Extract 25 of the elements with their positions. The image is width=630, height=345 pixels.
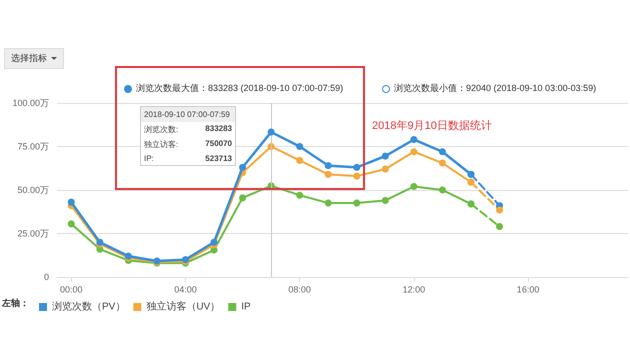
text: 浏览次数最大值：833283 (2018-09-10 07:00-07:59) — [136, 83, 344, 93]
legend-label: 独立访客（UV） — [146, 300, 220, 312]
annotation: 750070 — [205, 139, 232, 150]
annotation: 独立访客: — [144, 139, 178, 150]
annotation: IP: — [144, 154, 154, 163]
annotation: 523713 — [205, 154, 232, 163]
x-tick-label: 04:00 — [174, 284, 197, 294]
annotation: 浏览次数: — [144, 124, 178, 135]
y-tick-label: 100.00万 — [12, 98, 49, 108]
x-tick-label: 08:00 — [288, 284, 311, 294]
annotation: 833283 — [205, 124, 232, 135]
annotation: 2018-09-10 07:00-07:59 — [141, 107, 235, 122]
text: 选择指标 — [4, 48, 64, 69]
y-tick-label: 50.00万 — [17, 185, 49, 195]
text: 浏览次数最小值：92040 (2018-09-10 03:00-03:59) — [394, 83, 596, 93]
legend-label: IP — [241, 302, 252, 312]
y-tick-label: 25.00万 — [17, 228, 49, 238]
x-tick-label: 16:00 — [516, 284, 540, 294]
y-tick-label: 75.00万 — [17, 142, 49, 152]
x-tick-label: 00:00 — [60, 284, 83, 294]
annotation: 2018年9月10日数据统计 — [372, 118, 492, 133]
y-tick-label: 0 — [44, 272, 49, 282]
x-tick-label: 12:00 — [402, 284, 426, 294]
legend-title: 左轴： — [2, 297, 29, 310]
legend-label: 浏览次数（PV） — [52, 300, 126, 312]
